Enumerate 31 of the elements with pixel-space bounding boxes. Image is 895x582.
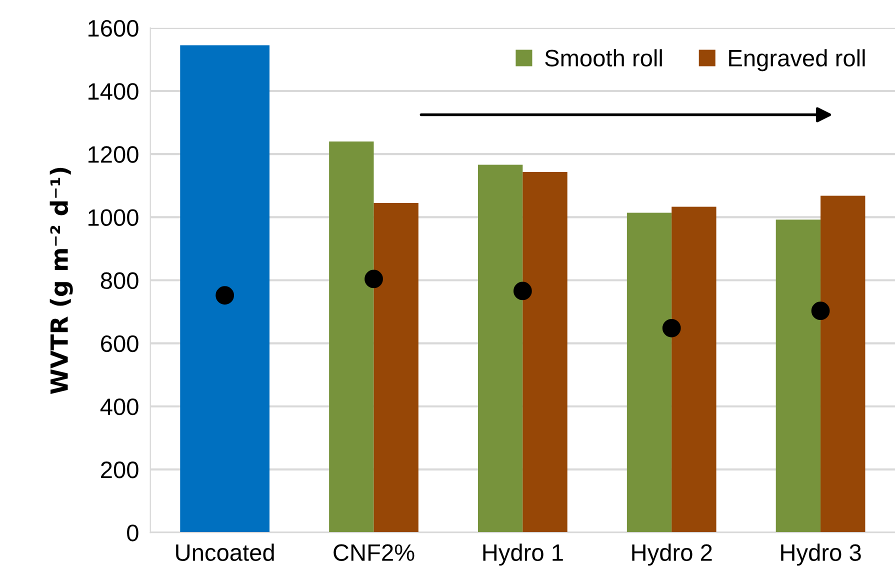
bar (478, 164, 523, 533)
x-tick-label: Hydro 3 (781, 544, 861, 566)
bar (180, 45, 270, 533)
bar (329, 141, 374, 533)
point (811, 302, 830, 320)
x-tick-label: Hydro 2 (632, 544, 712, 566)
y-tick-label: 400 (100, 398, 138, 416)
y-tick-label: 800 (100, 272, 138, 290)
bar (820, 196, 866, 533)
point (513, 282, 532, 300)
y-tick-label: 1000 (88, 209, 138, 226)
bar (672, 206, 716, 533)
y-tick-label: 1600 (88, 20, 138, 37)
point (364, 270, 383, 288)
x-tick-label: Hydro 1 (483, 544, 563, 566)
y-tick-label: 600 (101, 335, 138, 352)
y-tick-label: 1400 (88, 83, 138, 100)
bar (374, 202, 418, 533)
y-tick-label: 0 (127, 524, 138, 542)
y-tick-label: 1200 (88, 146, 138, 163)
y-tick-label: 200 (101, 462, 138, 478)
x-tick-label: CNF2% (334, 544, 414, 561)
bar (522, 172, 568, 533)
y-axis-title: WVTR (g m⁻² d⁻¹) (50, 168, 73, 394)
point (216, 286, 234, 305)
x-tick-label: Uncoated (176, 544, 274, 561)
legend-label: Smooth roll (545, 49, 662, 67)
point (662, 318, 681, 338)
bar (776, 220, 821, 533)
legend-label: Engraved roll (729, 49, 865, 72)
bar (626, 212, 672, 533)
